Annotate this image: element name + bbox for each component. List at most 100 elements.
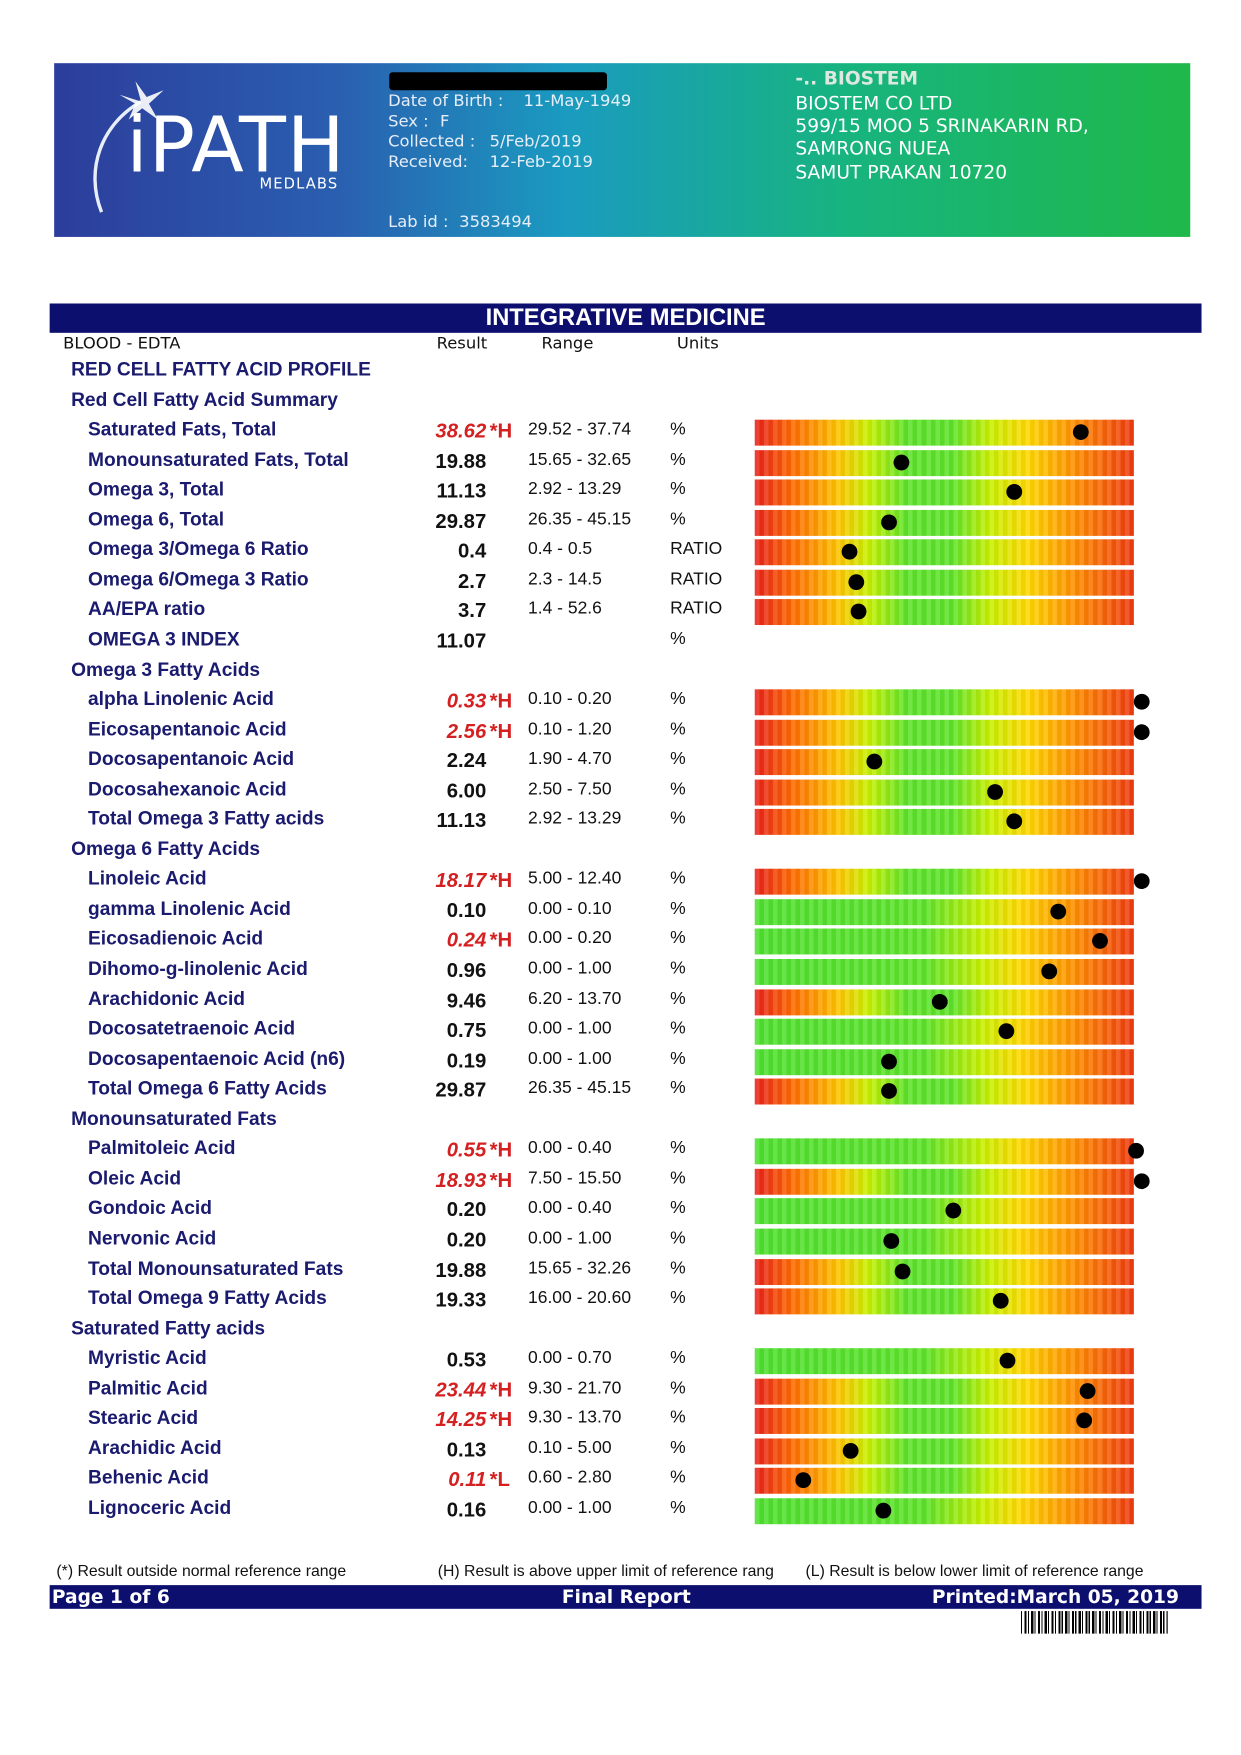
test-name: Eicosapentanoic Acid xyxy=(87,718,287,740)
result-flag: *H xyxy=(489,1168,513,1192)
test-result: 0.13 xyxy=(446,1438,487,1461)
test-units: % xyxy=(670,749,686,769)
test-units: % xyxy=(670,958,686,979)
test-result: 3.7 xyxy=(458,599,487,623)
test-result: 6.00 xyxy=(446,779,487,802)
test-result: 18.17 xyxy=(435,869,487,892)
range-bar xyxy=(754,509,1134,536)
test-result: 19.33 xyxy=(435,1288,487,1312)
result-marker xyxy=(894,1263,911,1279)
test-units: % xyxy=(670,1468,686,1488)
result-marker xyxy=(850,604,867,620)
range-bar xyxy=(754,958,1134,985)
lab-id: 3583494 xyxy=(459,213,533,232)
logo: iPATH xyxy=(126,101,346,191)
result-marker xyxy=(1072,424,1089,441)
test-name: Oleic Acid xyxy=(87,1167,182,1189)
test-name: Behenic Acid xyxy=(87,1467,209,1489)
result-marker xyxy=(893,454,910,471)
result-flag: *H xyxy=(489,1408,513,1431)
test-range: 7.50 - 15.50 xyxy=(527,1168,622,1188)
test-name: Docosatetraenoic Acid xyxy=(87,1017,296,1040)
test-range: 1.4 - 52.6 xyxy=(527,599,602,619)
collected: 5/Feb/2019 xyxy=(489,133,582,152)
test-range: 0.00 - 1.00 xyxy=(527,1018,612,1039)
test-name: Gondoic Acid xyxy=(87,1197,212,1219)
sex: F xyxy=(439,112,450,131)
range-bar xyxy=(754,599,1134,626)
result-marker xyxy=(999,1352,1016,1369)
test-name: Docosapentaenoic Acid (n6) xyxy=(87,1047,346,1070)
result-flag: *H xyxy=(489,1138,513,1162)
clinic-line: SAMUT PRAKAN 10720 xyxy=(795,161,1008,183)
test-units: % xyxy=(670,509,686,529)
test-result: 0.55 xyxy=(446,1138,487,1162)
range-bar xyxy=(754,539,1134,566)
test-name: Total Omega 3 Fatty acids xyxy=(87,808,325,830)
range-bar xyxy=(754,1378,1134,1405)
test-name: Omega 6, Total xyxy=(87,508,225,530)
test-result: 23.44 xyxy=(435,1378,487,1401)
range-bar xyxy=(754,749,1134,776)
test-result: 38.62 xyxy=(435,419,487,443)
col-range: Range xyxy=(541,335,594,354)
range-bar xyxy=(754,1138,1134,1165)
report-title: INTEGRATIVE MEDICINE xyxy=(49,303,1202,333)
test-result: 0.20 xyxy=(446,1228,487,1252)
range-bar xyxy=(754,1078,1134,1105)
test-name: Lignoceric Acid xyxy=(87,1496,232,1519)
test-name: Saturated Fats, Total xyxy=(87,418,277,441)
test-units: % xyxy=(670,1498,686,1518)
test-result: 0.4 xyxy=(458,539,487,563)
test-units: % xyxy=(670,809,686,829)
test-range: 0.00 - 1.00 xyxy=(527,1048,612,1068)
test-units: % xyxy=(670,449,686,469)
range-bar xyxy=(754,869,1134,896)
range-bar xyxy=(754,1198,1134,1225)
test-result: 11.07 xyxy=(436,629,487,653)
result-marker xyxy=(880,1083,897,1100)
test-name: OMEGA 3 INDEX xyxy=(87,628,240,650)
test-result: 0.19 xyxy=(446,1048,487,1072)
test-name: Omega 3/Omega 6 Ratio xyxy=(87,538,309,560)
barcode xyxy=(1021,1611,1168,1634)
test-range: 26.35 - 45.15 xyxy=(527,1078,632,1098)
test-range: 2.50 - 7.50 xyxy=(527,779,612,799)
test-range: 9.30 - 13.70 xyxy=(527,1408,622,1428)
col-result: Result xyxy=(436,335,488,354)
result-marker xyxy=(1041,963,1058,980)
test-result: 2.56 xyxy=(446,719,487,742)
dob-label: Date of Birth : xyxy=(388,92,504,111)
test-range: 0.00 - 0.70 xyxy=(527,1348,612,1368)
test-units: % xyxy=(670,1138,686,1158)
result-marker xyxy=(945,1203,962,1219)
test-result: 0.96 xyxy=(446,958,487,982)
test-range: 0.10 - 5.00 xyxy=(527,1438,612,1458)
range-bar xyxy=(754,1168,1134,1195)
group-heading: Omega 3 Fatty Acids xyxy=(71,658,261,680)
test-units: RATIO xyxy=(670,599,723,619)
range-bar xyxy=(754,1438,1134,1465)
test-name: gamma Linolenic Acid xyxy=(87,897,291,920)
result-marker xyxy=(795,1472,811,1489)
received-label: Received: xyxy=(388,153,469,172)
report-status: Final Report xyxy=(561,1586,691,1608)
test-range: 0.4 - 0.5 xyxy=(527,539,593,559)
test-result: 0.11 xyxy=(448,1468,487,1491)
test-name: Dihomo-g-linolenic Acid xyxy=(87,957,308,980)
result-marker xyxy=(997,1023,1014,1040)
test-name: Palmitic Acid xyxy=(87,1377,208,1399)
result-marker xyxy=(1079,1382,1096,1399)
page-number: Page 1 of 6 xyxy=(51,1586,170,1608)
test-range: 0.10 - 0.20 xyxy=(527,689,612,709)
test-result: 11.13 xyxy=(436,809,487,832)
result-marker xyxy=(848,574,865,590)
range-bar xyxy=(754,449,1134,476)
test-name: Omega 6/Omega 3 Ratio xyxy=(87,568,309,590)
footer-bar: Page 1 of 6 Final Report Printed:March 0… xyxy=(49,1585,1202,1609)
collected-label: Collected : xyxy=(388,133,476,152)
range-bar xyxy=(754,1258,1134,1285)
result-marker xyxy=(1128,1143,1145,1159)
test-result: 29.87 xyxy=(435,1078,487,1102)
